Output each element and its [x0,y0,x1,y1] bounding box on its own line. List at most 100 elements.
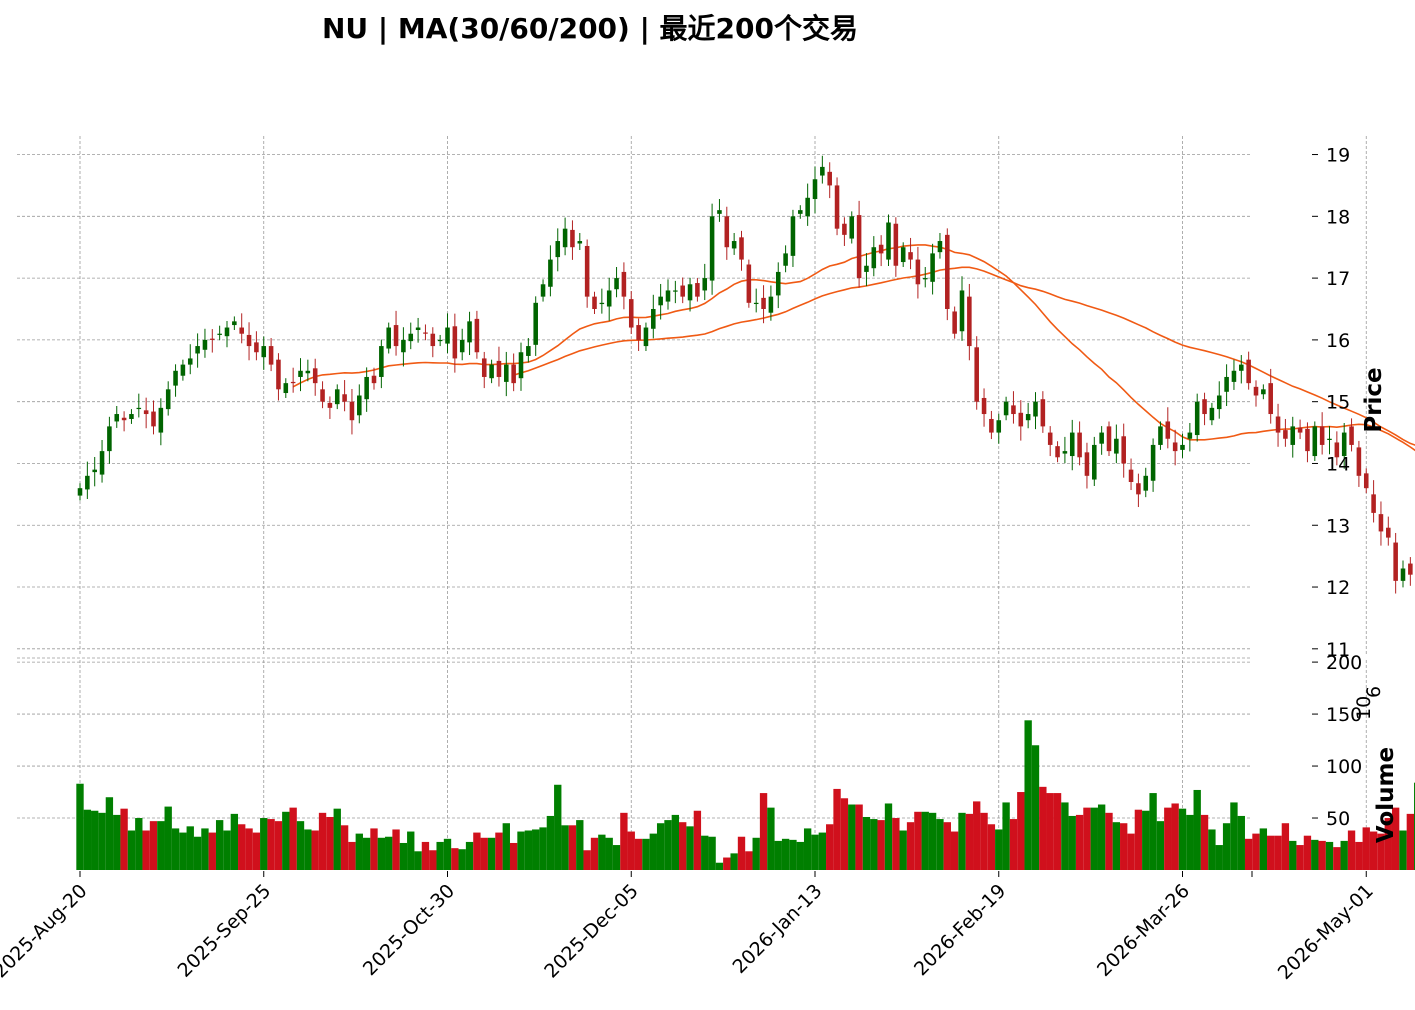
candle-body [210,338,215,340]
volume-bar [164,806,172,870]
candle-body [371,375,377,384]
candle-body [202,339,208,350]
candle-body [1180,444,1185,450]
volume-multiplier-exp: 6 [1363,686,1385,698]
volume-bar [142,830,150,870]
volume-bar [532,829,540,870]
volume-bar [1399,830,1407,870]
volume-bar [1333,847,1341,870]
candle-body [1297,427,1303,433]
candle-body [856,215,862,279]
candle-body [459,339,465,353]
price-tick-label: 15 [1326,392,1350,414]
x-tick-label: 2025-Oct-30 [359,880,459,980]
volume-bar [1178,808,1187,870]
candle-body [1062,451,1068,454]
candle-body [893,223,899,266]
volume-bar [921,811,929,870]
volume-bar [304,829,312,870]
candle-body [1268,383,1273,415]
volume-bar [715,862,724,870]
candle-body [1069,432,1075,457]
candle-body [1003,401,1009,416]
volume-bar [620,812,628,870]
volume-multiplier: 10 6 [1353,686,1385,720]
volume-bar [274,821,283,870]
volume-bar [1186,814,1194,870]
volume-bar [539,827,547,870]
price-tick-label: 17 [1326,268,1350,290]
x-tick-label: 2026-Feb-19 [910,880,1010,980]
volume-bar [362,837,371,870]
candle-body [276,359,281,390]
volume-bar [649,833,657,870]
volume-bar [1127,833,1135,870]
volume-bar [149,821,158,870]
candle-body [232,321,237,326]
candle-body [562,228,568,248]
volume-bar [1259,828,1268,870]
volume-bar [767,807,775,870]
volume-bar [1355,841,1363,870]
volume-bar [1193,789,1201,870]
candle-body [746,264,752,303]
candle-body [92,469,97,473]
volume-bar [840,798,849,870]
candle-body [1283,430,1288,439]
grid [17,136,1367,870]
x-tick-label: 2025-Aug-20 [0,880,92,982]
volume-bar [627,831,635,870]
candle-body [731,241,737,249]
volume-bar [561,825,569,870]
candle-body [790,216,796,256]
volume-tick-label: 200 [1326,652,1362,674]
candle-body [1128,469,1134,482]
candle-body [496,360,502,377]
volume-bar [1369,831,1378,870]
volume-bar [965,813,974,870]
candle-body [1158,426,1163,445]
volume-bar [877,820,885,870]
volume-bar [855,804,863,870]
volume-bar [1105,812,1113,870]
candle-body [99,451,105,475]
volume-bar [950,831,959,870]
candle-body [834,185,840,229]
volume-multiplier-base: 10 [1353,696,1375,720]
candle-body [1224,376,1229,392]
candle-body [504,364,509,382]
candle-body [217,333,222,335]
volume-bar [1406,813,1415,870]
volume-bar [789,839,797,870]
volume-tick-label: 150 [1326,704,1362,726]
volume-bar [1068,815,1076,870]
volume-bar [120,808,128,870]
candle-body [1092,444,1097,480]
volume-bar [296,821,305,870]
candle-body [298,370,303,377]
candle-body [290,381,296,384]
volume-bar [215,820,224,870]
candle-body [467,321,472,343]
candle-body [327,402,333,408]
volume-bar [936,819,944,870]
candle-body [386,327,391,349]
candle-body [1018,412,1024,427]
candle-body [187,358,193,365]
candle-body [599,302,605,305]
candle-body [261,346,267,358]
volume-bar [517,831,525,870]
candle-body [408,333,414,342]
volume-bar [267,819,275,870]
volume-bar [679,822,687,870]
price-tick-label: 12 [1326,577,1350,599]
candle-body [445,327,450,344]
candle-body [1253,386,1259,396]
volume-bar [230,813,239,870]
candle-body [805,197,810,217]
volume-bar [1142,810,1150,870]
candle-body [1408,563,1413,575]
volume-bar [1208,829,1216,870]
candle-body [621,271,627,297]
x-tick-label: 2026-May-01 [1274,880,1378,984]
